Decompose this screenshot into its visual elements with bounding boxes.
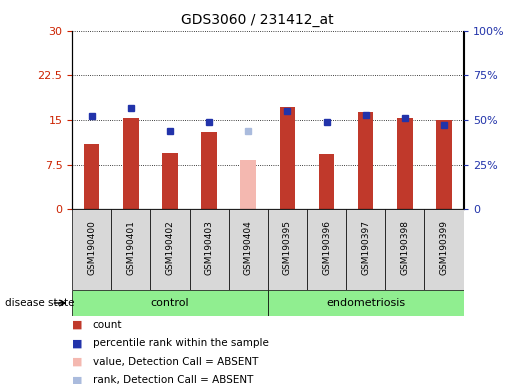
Text: ■: ■ bbox=[72, 338, 82, 348]
Text: endometriosis: endometriosis bbox=[326, 298, 405, 308]
Bar bbox=[190, 209, 229, 290]
Text: GSM190397: GSM190397 bbox=[361, 220, 370, 275]
Text: ■: ■ bbox=[72, 320, 82, 330]
Bar bbox=[346, 209, 385, 290]
Text: ■: ■ bbox=[72, 357, 82, 367]
Bar bbox=[268, 209, 307, 290]
Bar bbox=[201, 132, 217, 209]
Bar bbox=[241, 161, 256, 209]
Bar bbox=[150, 209, 190, 290]
Text: rank, Detection Call = ABSENT: rank, Detection Call = ABSENT bbox=[93, 375, 253, 384]
Bar bbox=[162, 153, 178, 209]
Bar bbox=[123, 118, 139, 209]
Text: percentile rank within the sample: percentile rank within the sample bbox=[93, 338, 269, 348]
Text: disease state: disease state bbox=[5, 298, 75, 308]
Bar bbox=[229, 209, 268, 290]
Text: GSM190398: GSM190398 bbox=[400, 220, 409, 275]
Bar bbox=[72, 209, 111, 290]
Bar bbox=[84, 144, 99, 209]
Bar bbox=[280, 107, 295, 209]
Bar bbox=[358, 112, 373, 209]
Text: GSM190396: GSM190396 bbox=[322, 220, 331, 275]
Text: value, Detection Call = ABSENT: value, Detection Call = ABSENT bbox=[93, 357, 258, 367]
Text: ■: ■ bbox=[72, 375, 82, 384]
Bar bbox=[319, 154, 334, 209]
Text: GSM190401: GSM190401 bbox=[126, 220, 135, 275]
Bar bbox=[436, 120, 452, 209]
Bar bbox=[268, 290, 464, 316]
Bar bbox=[385, 209, 424, 290]
Text: GSM190404: GSM190404 bbox=[244, 221, 253, 275]
Text: count: count bbox=[93, 320, 122, 330]
Text: GSM190400: GSM190400 bbox=[87, 220, 96, 275]
Text: control: control bbox=[151, 298, 190, 308]
Bar bbox=[307, 209, 346, 290]
Bar bbox=[424, 209, 464, 290]
Text: GDS3060 / 231412_at: GDS3060 / 231412_at bbox=[181, 13, 334, 27]
Text: GSM190395: GSM190395 bbox=[283, 220, 292, 275]
Bar bbox=[111, 209, 150, 290]
Text: GSM190403: GSM190403 bbox=[204, 220, 214, 275]
Bar bbox=[397, 118, 413, 209]
Text: GSM190399: GSM190399 bbox=[439, 220, 449, 275]
Text: GSM190402: GSM190402 bbox=[165, 221, 175, 275]
Bar bbox=[72, 290, 268, 316]
